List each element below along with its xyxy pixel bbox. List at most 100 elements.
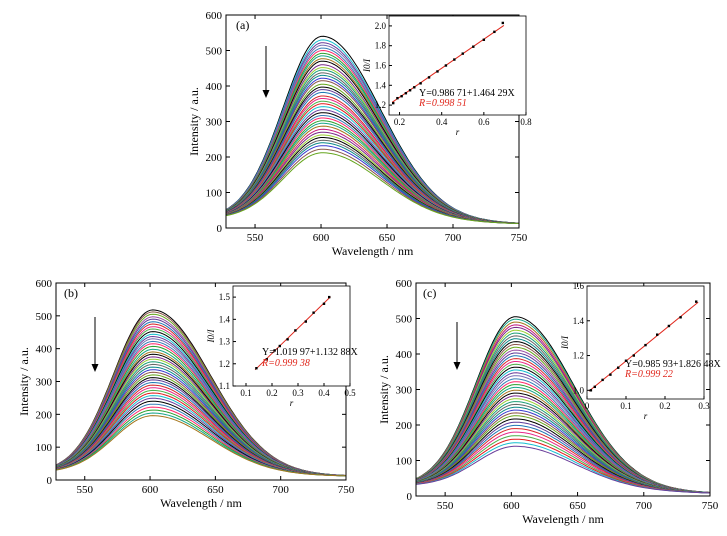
y-tick-label: 500 [206, 46, 223, 58]
inset-x-tick-label: 0.2 [659, 401, 670, 411]
y-tick-label: 200 [36, 409, 53, 421]
y-tick-label: 100 [206, 188, 223, 200]
inset-y-tick-label: 1.4 [375, 80, 387, 90]
inset-data-point [413, 86, 416, 89]
inset-data-point [322, 302, 326, 305]
y-tick-label: 0 [47, 475, 53, 487]
inset-x-tick-label: 0.4 [436, 117, 448, 127]
inset-data-point [255, 367, 258, 370]
inset-y-axis-label: I0/I [560, 335, 570, 350]
inset-data-point [609, 373, 612, 376]
inset-data-point [444, 64, 448, 67]
inset-x-tick-label: 0 [585, 401, 590, 411]
spectrum-curves [225, 35, 520, 224]
inset-y-tick-label: 1.4 [219, 314, 231, 324]
y-axis-label: Intensity / a.u. [187, 87, 201, 156]
y-tick-label: 0 [407, 491, 413, 503]
inset-data-point [593, 385, 596, 389]
inset-y-tick-label: 1.5 [219, 292, 231, 302]
inset-plot: 0.2 0.4 0.6 0.8 1.2 1.4 1.6 1.8 2.0 r I0/I Y=0.986 … [362, 15, 532, 137]
y-tick-label: 100 [396, 456, 413, 468]
inset-data-point [601, 378, 604, 382]
inset-data-point [624, 359, 628, 362]
y-axis-label: Intensity / a.u. [377, 355, 391, 424]
inset-data-point [419, 82, 422, 85]
chart-panel-c: 550 600 650 700 7500100200300400500600Wavele… [377, 278, 722, 526]
x-tick-label: 700 [272, 484, 289, 496]
y-axis-label: Intensity / a.u. [17, 347, 31, 416]
quench-arrow-head [262, 90, 270, 98]
chart-panel-b: 550 600 650 700 7500100200300400500600Wavele… [17, 278, 359, 510]
y-tick-label: 300 [396, 385, 413, 397]
inset-x-tick-label: 0.3 [698, 401, 710, 411]
inset-data-point [400, 94, 403, 98]
inset-plot: 0.1 0.2 0.3 0.4 0.5 1.1 1.2 1.3 1.4 1.5 r I0/I Y=1.0… [206, 285, 359, 408]
inset-frame [388, 15, 527, 116]
inset-fit-line [254, 296, 331, 371]
inset-x-tick-label: 0.1 [240, 388, 251, 398]
y-tick-label: 500 [36, 311, 53, 323]
x-tick-label: 650 [207, 484, 224, 496]
x-axis-label: Wavelength / nm [160, 496, 242, 510]
inset-data-point [408, 89, 412, 92]
y-tick-label: 600 [206, 10, 223, 22]
y-tick-label: 100 [36, 442, 53, 454]
inset-y-axis-label: I0/I [206, 329, 216, 344]
inset-x-axis-label: r [644, 411, 648, 421]
inset-y-tick-label: 1.0 [573, 385, 585, 395]
inset-data-point [632, 354, 635, 357]
inset-data-point [404, 92, 408, 95]
inset-data-point [589, 389, 593, 392]
x-tick-label: 750 [338, 484, 355, 496]
fit-r-value: R=0.998 51 [418, 98, 467, 109]
inset-data-point [461, 52, 464, 55]
inset-x-tick-label: 0.6 [478, 117, 490, 127]
inset-plot: 0 0.1 0.2 0.3 1.0 1.2 1.4 1.6 r I0/I Y=0.985 93+1.… [560, 281, 722, 421]
x-tick-label: 600 [142, 484, 159, 496]
inset-data-point [278, 344, 281, 348]
inset-y-axis-label: I0/I [362, 58, 372, 73]
inset-data-point [644, 343, 647, 347]
inset-data-point [312, 311, 315, 314]
inset-data-point [472, 45, 475, 48]
inset-x-tick-label: 0.4 [318, 388, 330, 398]
inset-x-tick-label: 0.1 [620, 401, 631, 411]
y-tick-label: 400 [36, 344, 53, 356]
x-tick-label: 600 [313, 232, 330, 244]
quench-arrow-head [453, 362, 461, 370]
panel-label: (b) [64, 286, 78, 300]
inset-y-tick-label: 1.8 [375, 41, 387, 51]
spectrum-curve [415, 445, 711, 494]
inset-frame [232, 285, 351, 387]
x-tick-label: 750 [702, 500, 719, 512]
x-axis-label: Wavelength / nm [522, 512, 604, 526]
fit-r-value: R=0.999 22 [624, 369, 673, 380]
spectrum-curves [415, 316, 711, 494]
x-tick-label: 650 [569, 500, 586, 512]
x-tick-label: 600 [503, 500, 520, 512]
inset-data-point [667, 324, 671, 328]
inset-y-tick-label: 1.4 [573, 316, 585, 326]
y-tick-label: 600 [36, 278, 53, 290]
inset-x-axis-label: r [456, 127, 460, 137]
x-axis-label: Wavelength / nm [332, 244, 414, 258]
fit-equation: Y=0.986 71+1.464 29X [419, 88, 516, 99]
panel-label: (c) [423, 286, 436, 300]
inset-y-tick-label: 1.3 [219, 337, 231, 347]
fit-equation: Y=0.985 93+1.826 48X [625, 359, 722, 370]
chart-panel-a: 550 600 650 700 7500100200300400500600Wavele… [187, 10, 532, 258]
inset-y-tick-label: 2.0 [375, 21, 387, 31]
x-tick-label: 700 [636, 500, 653, 512]
inset-y-tick-label: 1.1 [219, 381, 230, 391]
x-tick-label: 700 [445, 232, 462, 244]
inset-x-tick-label: 0.2 [394, 117, 405, 127]
y-tick-label: 600 [396, 278, 413, 290]
y-tick-label: 300 [36, 377, 53, 389]
quench-arrow-head [91, 364, 99, 372]
inset-data-point [501, 21, 505, 25]
y-tick-label: 200 [206, 152, 223, 164]
inset-y-tick-label: 1.2 [375, 100, 386, 110]
inset-data-point [392, 101, 395, 105]
y-tick-label: 400 [396, 349, 413, 361]
